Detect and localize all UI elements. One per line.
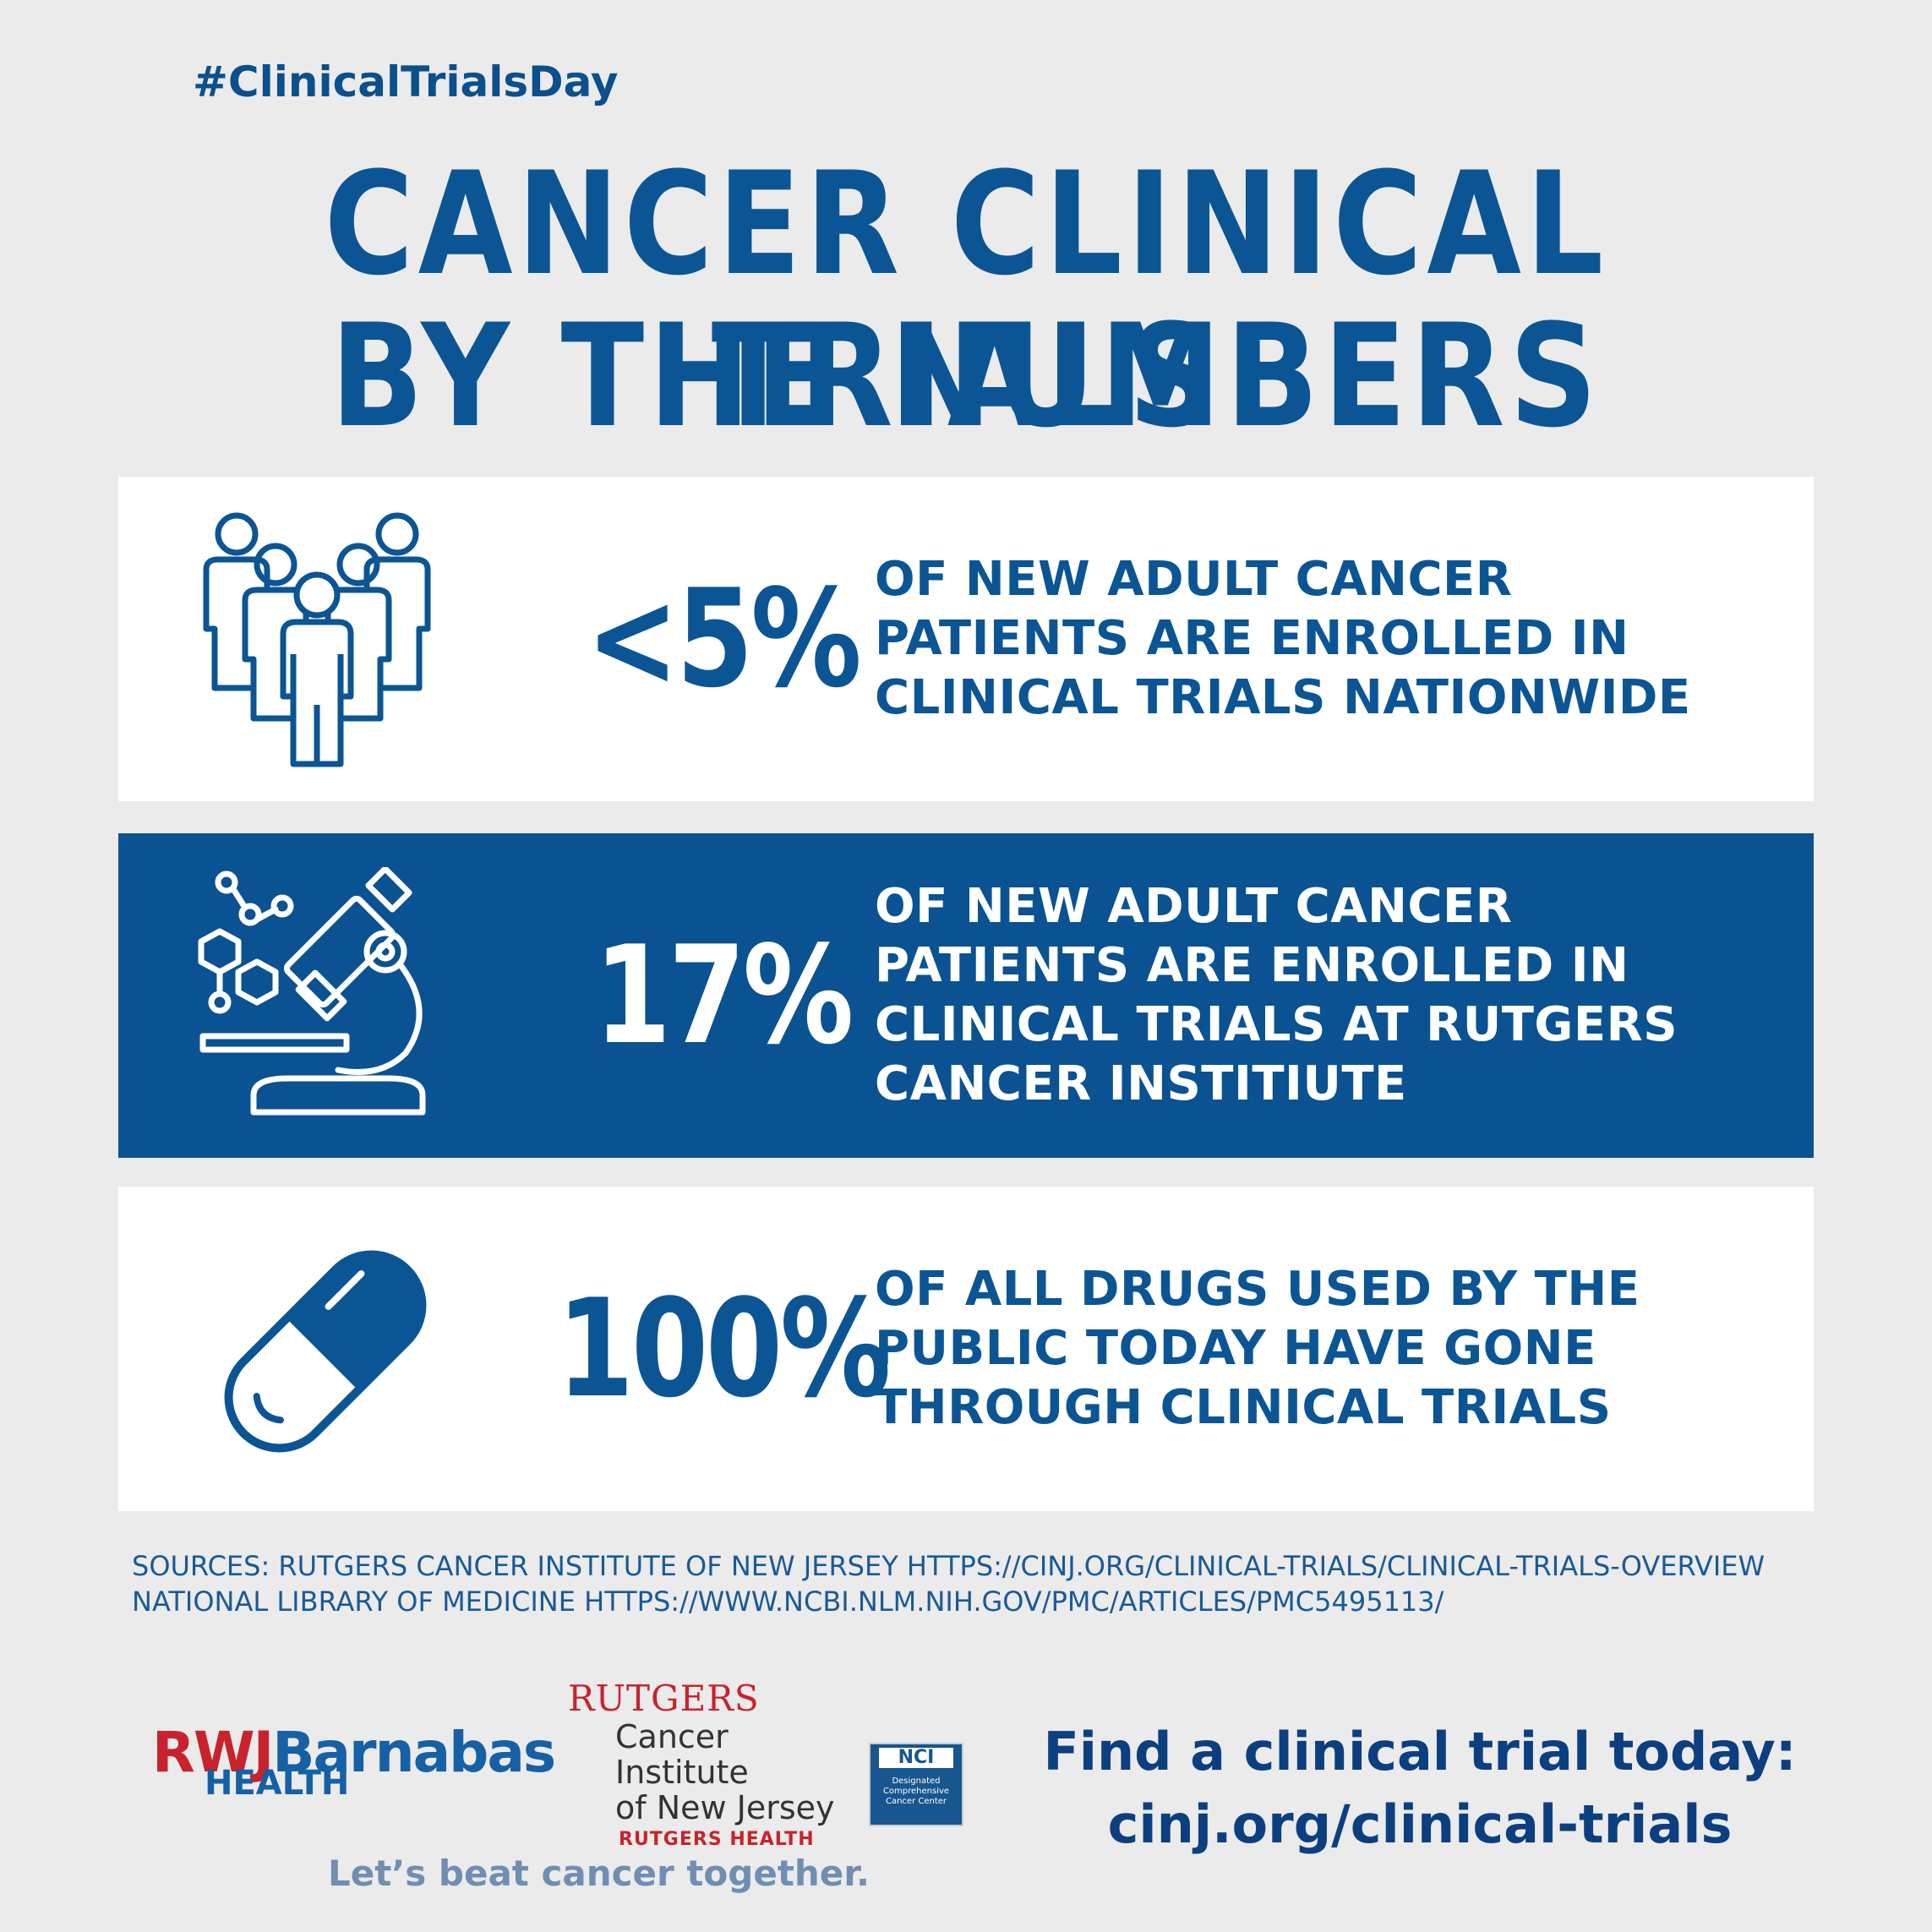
nci-badge-title: NCI <box>879 1748 953 1768</box>
stat-description: OF NEW ADULT CANCER PATIENTS ARE ENROLLE… <box>875 477 1787 801</box>
stat-description-text: OF ALL DRUGS USED BY THE PUBLIC TODAY HA… <box>875 1262 1640 1435</box>
page-title-line2: BY THE NUMBERS <box>330 293 1602 459</box>
stat-value: 17% <box>593 916 854 1074</box>
nci-badge: NCI Designated Comprehensive Cancer Cent… <box>869 1743 963 1826</box>
cta-link[interactable]: cinj.org/clinical-trials <box>1107 1793 1733 1855</box>
hashtag: #ClinicalTrialsDay <box>193 57 619 106</box>
rwj-logo-health: HEALTH <box>205 1764 350 1803</box>
rutgers-cancer-institute-logo: RUTGERS Cancer Institute of New Jersey R… <box>568 1678 838 1850</box>
cta-text: Find a clinical trial today: <box>1043 1721 1797 1782</box>
microscope-icon <box>198 867 426 1116</box>
rutgers-line1: Cancer Institute <box>615 1718 749 1791</box>
stat-value: <5% <box>586 559 862 718</box>
tagline: Let’s beat cancer together. <box>328 1853 870 1894</box>
source-line: NATIONAL LIBRARY OF MEDICINE HTTPS://WWW… <box>132 1585 1444 1618</box>
rwj-logo-blue: Barnabas <box>272 1720 556 1785</box>
rutgers-name: RUTGERS <box>568 1678 760 1719</box>
rwjbarnabas-logo: RWJBarnabas HEALTH <box>152 1720 556 1803</box>
rwj-logo-red: RWJ <box>152 1720 274 1785</box>
nci-badge-text: Designated Comprehensive Cancer Center <box>882 1776 950 1806</box>
stat-card-nationwide: <5% OF NEW ADULT CANCER PATIENTS ARE ENR… <box>118 477 1814 801</box>
stat-card-drugs: 100% OF ALL DRUGS USED BY THE PUBLIC TOD… <box>118 1187 1814 1511</box>
rutgers-health: RUTGERS HEALTH <box>619 1829 815 1850</box>
page-title-line1: CANCER CLINICAL TRIALS <box>324 141 1608 459</box>
sources: SOURCES: RUTGERS CANCER INSTITUTE OF NEW… <box>132 1548 1822 1619</box>
pill-capsule-icon <box>224 1250 427 1453</box>
stat-value: 100% <box>556 1269 891 1427</box>
stat-description-text: OF NEW ADULT CANCER PATIENTS ARE ENROLLE… <box>875 879 1678 1111</box>
people-group-icon <box>203 512 431 767</box>
rutgers-line2: of New Jersey <box>615 1789 835 1826</box>
stat-card-rutgers: 17% OF NEW ADULT CANCER PATIENTS ARE ENR… <box>118 833 1814 1158</box>
source-line: SOURCES: RUTGERS CANCER INSTITUTE OF NEW… <box>132 1550 1766 1582</box>
call-to-action: Find a clinical trial today: cinj.org/cl… <box>1031 1716 1809 1861</box>
stat-description-text: OF NEW ADULT CANCER PATIENTS ARE ENROLLE… <box>875 552 1691 725</box>
stat-description: OF ALL DRUGS USED BY THE PUBLIC TODAY HA… <box>875 1187 1787 1511</box>
stat-description: OF NEW ADULT CANCER PATIENTS ARE ENROLLE… <box>875 833 1787 1158</box>
